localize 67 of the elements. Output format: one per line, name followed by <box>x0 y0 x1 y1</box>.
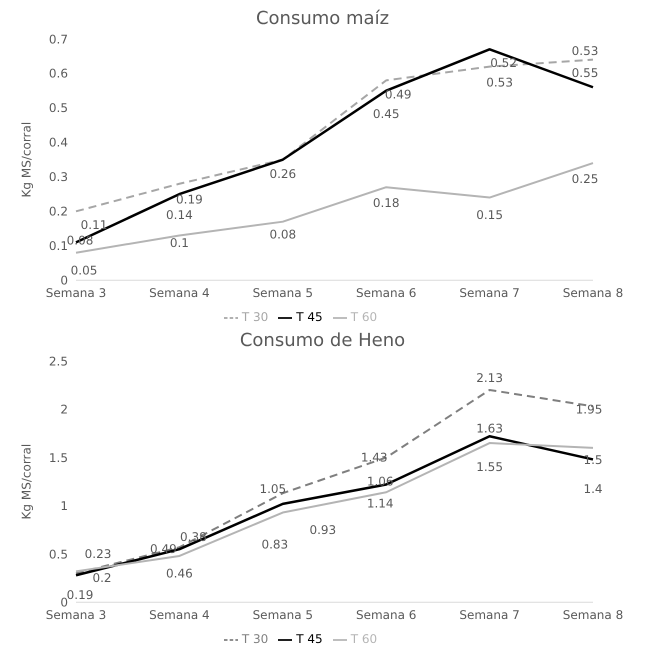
annotation: 1.43 <box>360 450 388 465</box>
annotation: 0.52 <box>490 56 517 70</box>
annotation: 1.05 <box>259 482 286 496</box>
annotation: 0.83 <box>261 537 288 552</box>
annotation: 0.1 <box>170 236 189 250</box>
x-tick-label: Semana 7 <box>459 608 520 622</box>
x-tick-label: Semana 6 <box>356 608 416 622</box>
x-tick-label: Semana 6 <box>356 286 416 300</box>
annotation: 0.93 <box>309 522 336 537</box>
y-tick-label: 0.4 <box>48 136 68 150</box>
legend-label: T 60 <box>350 310 378 324</box>
x-tick-label: Semana 5 <box>252 608 314 622</box>
annotation: 0.53 <box>572 44 598 58</box>
y-tick-label: 0.6 <box>48 66 68 81</box>
x-tick-label: Semana 3 <box>46 608 106 622</box>
annotation: 0.2 <box>92 571 112 586</box>
annotation: 1.63 <box>476 422 503 436</box>
annotation: 0.25 <box>572 172 598 186</box>
annotation: 0.11 <box>80 218 108 232</box>
y-tick-label: 1 <box>60 499 68 514</box>
x-tick-label: Semana 8 <box>562 608 624 622</box>
annotation: 0.53 <box>486 75 513 90</box>
y-tick-label: 0 <box>60 274 68 288</box>
annotation: 1.5 <box>583 452 603 467</box>
y-tick-label: 0.1 <box>48 239 68 254</box>
y-axis-title: Kg MS/corral <box>19 122 34 198</box>
annotation: 1.4 <box>583 482 603 496</box>
y-tick-label: 0.7 <box>48 32 68 46</box>
x-tick-label: Semana 4 <box>149 608 210 622</box>
x-tick-label: Semana 8 <box>562 286 624 300</box>
y-tick-label: 0 <box>60 596 68 610</box>
annotation: 1.14 <box>366 496 394 510</box>
chart-title: Consumo maíz <box>254 8 390 31</box>
y-tick-label: 0.5 <box>48 547 68 562</box>
y-axis-title: Kg MS/corral <box>19 444 34 520</box>
annotation: 1.55 <box>476 460 503 474</box>
y-tick-label: 0.5 <box>48 101 68 116</box>
y-tick-label: 1.5 <box>48 450 68 465</box>
annotation: 0.55 <box>572 66 598 80</box>
legend-label: T 45 <box>296 310 323 324</box>
x-tick-label: Semana 4 <box>149 286 210 300</box>
annotation: 0.46 <box>166 566 193 580</box>
annotation: 0.14 <box>166 208 193 222</box>
y-tick-label: 2.5 <box>48 354 68 368</box>
legend-label: T 30 <box>242 310 268 324</box>
annotation: 0.49 <box>384 87 412 102</box>
annotation: 0.45 <box>372 106 400 121</box>
annotation: 0.15 <box>476 208 503 222</box>
y-tick-label: 2 <box>60 402 68 417</box>
chart-title: Consumo de Heno <box>238 330 406 353</box>
annotation: 0.19 <box>66 588 94 602</box>
y-tick-label: 0.3 <box>48 170 68 184</box>
legend-label: T 60 <box>350 632 378 646</box>
annotation: 0.05 <box>70 264 98 278</box>
annotation: 1.95 <box>576 402 602 416</box>
annotation: 0.19 <box>176 192 203 206</box>
x-tick-label: Semana 3 <box>46 286 106 300</box>
annotation: 0.08 <box>269 227 296 242</box>
annotation: 2.13 <box>476 370 503 385</box>
legend-label: T 30 <box>242 632 268 646</box>
x-tick-label: Semana 7 <box>459 286 520 300</box>
annotation: 0.18 <box>372 196 400 210</box>
y-tick-label: 0.2 <box>48 204 68 219</box>
annotation: 0.23 <box>84 547 112 562</box>
x-tick-label: Semana 5 <box>252 286 314 300</box>
legend-label: T 45 <box>296 632 323 646</box>
annotation: 0.26 <box>269 167 296 182</box>
